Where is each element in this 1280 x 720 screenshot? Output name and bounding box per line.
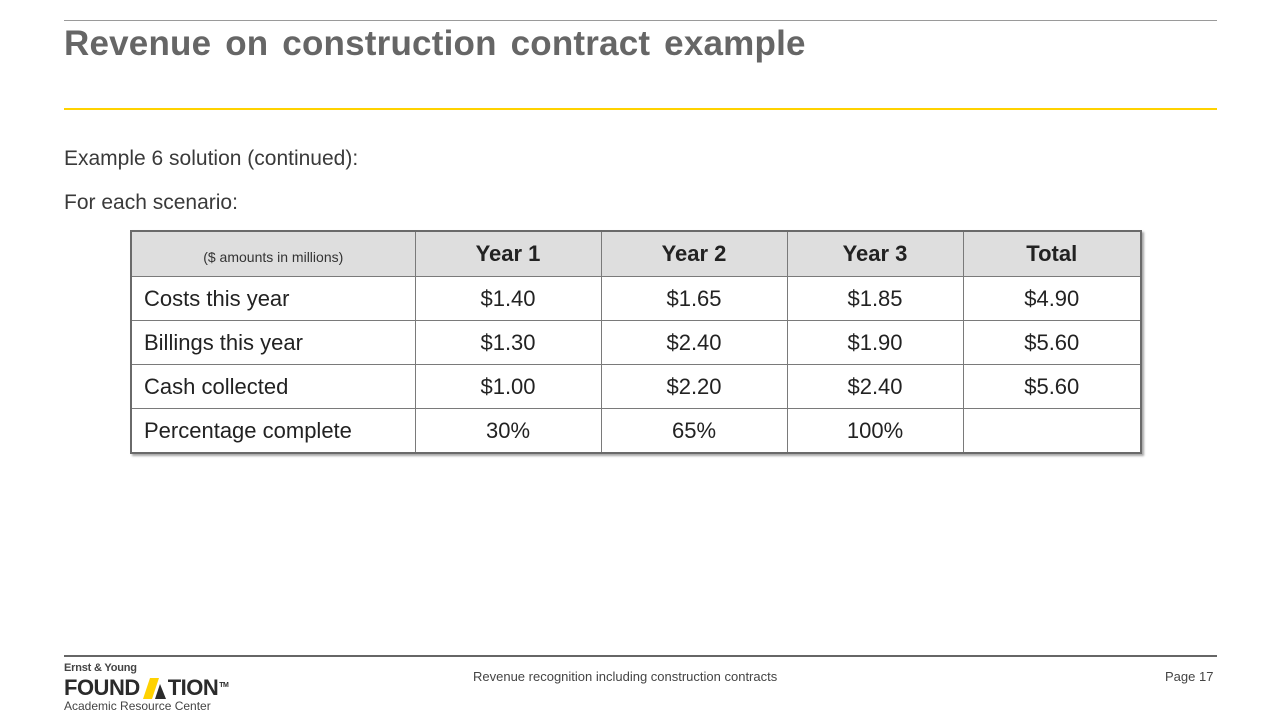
- column-header-year-3: Year 3: [786, 230, 964, 277]
- table-cell: 100%: [786, 408, 964, 454]
- table-row-costs: Costs this year $1.40 $1.65 $1.85 $4.90: [130, 276, 1142, 321]
- column-header-total: Total: [962, 230, 1142, 277]
- construction-contract-table: ($ amounts in millions) Year 1 Year 2 Ye…: [130, 230, 1142, 454]
- table-header-row: ($ amounts in millions) Year 1 Year 2 Ye…: [130, 230, 1142, 277]
- table-cell: 65%: [600, 408, 788, 454]
- table-cell: $2.40: [600, 320, 788, 365]
- column-header-year-1: Year 1: [414, 230, 602, 277]
- logo-subtitle: Academic Resource Center: [64, 699, 211, 713]
- table-row-percentage: Percentage complete 30% 65% 100%: [130, 408, 1142, 454]
- table-cell: $2.40: [786, 364, 964, 409]
- row-label: Percentage complete: [130, 408, 416, 454]
- table-cell: $1.40: [414, 276, 602, 321]
- table-cell: 30%: [414, 408, 602, 454]
- footer-divider: [64, 655, 1217, 657]
- table-cell: $1.90: [786, 320, 964, 365]
- table-cell: $5.60: [962, 364, 1142, 409]
- intro-line-scenario: For each scenario:: [64, 191, 238, 214]
- column-header-year-2: Year 2: [600, 230, 788, 277]
- title-underline-accent: [64, 108, 1217, 110]
- table-units-note: ($ amounts in millions): [130, 230, 416, 277]
- footer-presentation-title: Revenue recognition including constructi…: [473, 669, 778, 684]
- row-label: Billings this year: [130, 320, 416, 365]
- table-cell: [962, 408, 1142, 454]
- top-divider: [64, 20, 1217, 21]
- logo-word-left: FOUND: [64, 675, 140, 700]
- table-cell: $1.30: [414, 320, 602, 365]
- table-cell: $2.20: [600, 364, 788, 409]
- logo-ernst-young-text: Ernst & Young: [64, 662, 137, 674]
- row-label: Costs this year: [130, 276, 416, 321]
- table-row-billings: Billings this year $1.30 $2.40 $1.90 $5.…: [130, 320, 1142, 365]
- table-row-cash: Cash collected $1.00 $2.20 $2.40 $5.60: [130, 364, 1142, 409]
- table-cell: $1.65: [600, 276, 788, 321]
- logo-wordmark: FOUND TION TM: [64, 675, 229, 700]
- logo-a-mark-icon: [142, 678, 166, 699]
- table-cell: $5.60: [962, 320, 1142, 365]
- intro-line-example: Example 6 solution (continued):: [64, 147, 359, 170]
- table-cell: $4.90: [962, 276, 1142, 321]
- table-cell: $1.85: [786, 276, 964, 321]
- logo-word-right: TION: [167, 675, 219, 700]
- ey-foundation-logo: Ernst & Young FOUND TION TM Academic Res…: [64, 662, 244, 713]
- logo-trademark: TM: [219, 682, 229, 689]
- footer-page-number: Page 17: [1165, 669, 1214, 684]
- table-cell: $1.00: [414, 364, 602, 409]
- slide-title: Revenue on construction contract example: [64, 24, 806, 63]
- row-label: Cash collected: [130, 364, 416, 409]
